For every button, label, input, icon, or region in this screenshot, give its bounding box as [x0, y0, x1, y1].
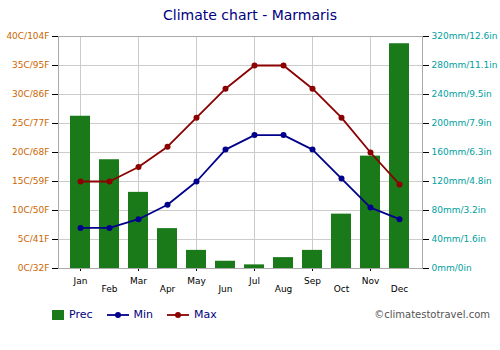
svg-text:May: May	[187, 276, 206, 286]
svg-text:30C/86F: 30C/86F	[12, 89, 49, 99]
svg-text:320mm/12.6in: 320mm/12.6in	[432, 31, 498, 41]
svg-text:40mm/1.6in: 40mm/1.6in	[432, 234, 487, 244]
svg-text:Jan: Jan	[73, 276, 88, 286]
html-text:Climate chart - Marmaris: Climate chart - Marmaris	[163, 7, 337, 23]
svg-text:Mar: Mar	[130, 276, 147, 286]
html-text:Min: Min	[133, 308, 154, 321]
svg-text:0C/32F: 0C/32F	[18, 263, 50, 273]
svg-text:280mm/11.1in: 280mm/11.1in	[432, 60, 498, 70]
svg-text:Nov: Nov	[362, 276, 380, 286]
svg-text:20C/68F: 20C/68F	[12, 147, 49, 157]
svg-text:Dec: Dec	[391, 284, 408, 294]
svg-text:35C/95F: 35C/95F	[12, 60, 49, 70]
svg-text:15C/59F: 15C/59F	[12, 176, 49, 186]
svg-text:Jul: Jul	[248, 276, 260, 286]
html-text:©climatestotravel.com: ©climatestotravel.com	[374, 309, 490, 320]
svg-text:Feb: Feb	[102, 284, 118, 294]
svg-text:Jun: Jun	[217, 284, 232, 294]
html-text:Prec: Prec	[69, 308, 93, 321]
svg-text:200mm/7.9in: 200mm/7.9in	[432, 118, 492, 128]
svg-text:80mm/3.2in: 80mm/3.2in	[432, 205, 487, 215]
svg-text:Aug: Aug	[275, 284, 293, 294]
svg-text:Sep: Sep	[304, 276, 321, 286]
svg-text:5C/41F: 5C/41F	[18, 234, 50, 244]
svg-text:0mm/0in: 0mm/0in	[432, 263, 472, 273]
svg-text:160mm/6.3in: 160mm/6.3in	[432, 147, 492, 157]
svg-text:25C/77F: 25C/77F	[12, 118, 49, 128]
svg-text:40C/104F: 40C/104F	[6, 31, 49, 41]
svg-text:120mm/4.8in: 120mm/4.8in	[432, 176, 492, 186]
svg-text:Oct: Oct	[334, 284, 350, 294]
svg-text:240mm/9.5in: 240mm/9.5in	[432, 89, 492, 99]
svg-text:Apr: Apr	[160, 284, 176, 294]
html-text:Max: Max	[194, 308, 217, 321]
svg-text:10C/50F: 10C/50F	[12, 205, 49, 215]
